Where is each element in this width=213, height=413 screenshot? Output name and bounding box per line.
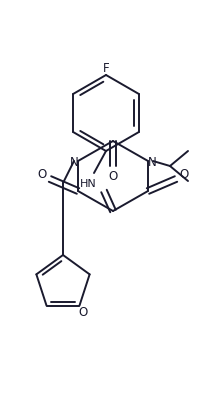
Text: HN: HN [80, 178, 96, 189]
Text: F: F [103, 62, 109, 74]
Text: N: N [70, 155, 78, 168]
Text: O: O [37, 168, 47, 181]
Text: O: O [108, 169, 118, 182]
Text: O: O [79, 305, 88, 318]
Text: O: O [179, 168, 189, 181]
Text: N: N [148, 155, 156, 168]
